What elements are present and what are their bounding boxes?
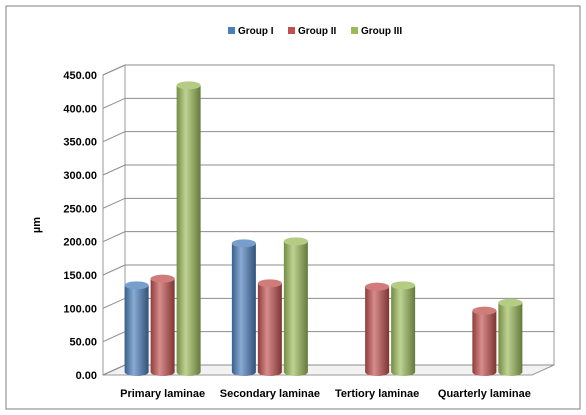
gridline <box>102 64 554 76</box>
bar-body <box>391 285 416 376</box>
bar-body <box>472 310 497 376</box>
y-tick-label: 150.00 <box>63 270 97 282</box>
bars <box>124 81 523 376</box>
bar-top <box>150 274 175 283</box>
side-wall <box>102 64 126 376</box>
bar <box>391 281 416 376</box>
gridline <box>102 231 554 243</box>
bar-top <box>124 281 149 290</box>
x-tick-label: Quarterly laminae <box>438 388 531 400</box>
bar <box>150 274 175 376</box>
bar <box>498 298 523 376</box>
bar <box>283 237 308 376</box>
y-tick-label: 200.00 <box>63 237 97 249</box>
bar-body <box>150 278 175 376</box>
x-tick-label: Primary laminae <box>120 388 205 400</box>
bar-body <box>176 85 201 376</box>
bar-top <box>498 298 523 307</box>
bar-body <box>231 243 256 376</box>
legend-swatch <box>288 27 295 34</box>
legend-swatch <box>228 27 235 34</box>
y-tick-label: 350.00 <box>63 137 97 149</box>
y-tick-label: 450.00 <box>63 70 97 82</box>
bar <box>472 306 497 376</box>
bar <box>124 281 149 376</box>
y-tick-label: 250.00 <box>63 203 97 215</box>
gridline <box>102 164 554 176</box>
bar-top <box>283 237 308 246</box>
y-axis-title: µm <box>31 217 43 233</box>
legend-label: Group III <box>361 26 402 37</box>
x-tick-label: Secondary laminae <box>220 388 320 400</box>
bar <box>365 282 390 376</box>
gridline <box>102 131 554 143</box>
y-tick-label: 0.00 <box>76 370 97 382</box>
legend-item: Group I <box>228 26 274 37</box>
bar-top <box>391 281 416 290</box>
gridline <box>102 264 554 276</box>
bar-body <box>257 283 282 376</box>
legend: Group I Group II Group III <box>228 26 402 37</box>
gridline <box>102 197 554 209</box>
y-tick-label: 50.00 <box>69 337 97 349</box>
bar-body <box>498 302 523 376</box>
y-axis-ticks: 0.00 50.00 100.00 150.00 200.00 250.00 300.00 3… <box>63 70 97 382</box>
y-tick-label: 300.00 <box>63 170 97 182</box>
bar-top <box>365 282 390 291</box>
x-axis-labels: Primary laminae Secondary laminae Tertiory… <box>120 388 531 400</box>
bar <box>231 239 256 376</box>
y-tick-label: 100.00 <box>63 303 97 315</box>
legend-label: Group I <box>238 26 274 37</box>
bar-body <box>365 286 390 376</box>
gridline <box>102 97 554 109</box>
bar-top <box>257 279 282 288</box>
legend-item: Group III <box>351 26 402 37</box>
y-tick-label: 400.00 <box>63 103 97 115</box>
bar-body <box>283 241 308 376</box>
x-tick-label: Tertiory laminae <box>335 388 419 400</box>
bar-top <box>472 306 497 315</box>
bar-top <box>231 239 256 248</box>
legend-swatch <box>351 27 358 34</box>
bar <box>257 279 282 376</box>
bar-top <box>176 81 201 90</box>
bar <box>176 81 201 376</box>
legend-item: Group II <box>288 26 337 37</box>
legend-label: Group II <box>298 26 337 37</box>
bar-body <box>124 285 149 376</box>
